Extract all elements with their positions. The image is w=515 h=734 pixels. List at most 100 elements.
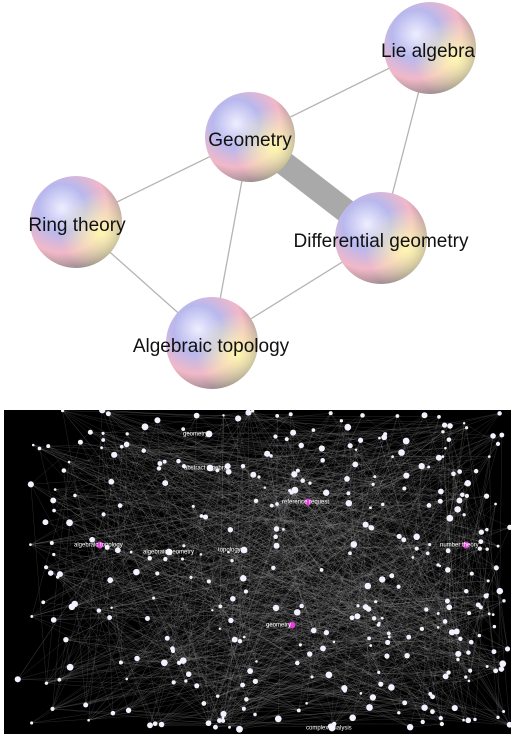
network-node <box>101 438 106 442</box>
network-node-label: · <box>433 542 434 546</box>
network-hub-5[interactable]: algebraic geometry <box>143 548 194 556</box>
network-edge <box>188 415 197 675</box>
network-node <box>104 544 110 550</box>
network-hub-4[interactable]: algebraic topology <box>74 541 123 549</box>
network-node <box>378 436 381 440</box>
network-hub-7[interactable]: geometry <box>266 621 296 629</box>
network-hub-1[interactable]: abstract algebra <box>184 464 228 472</box>
network-edge <box>350 445 494 615</box>
network-node <box>50 617 57 623</box>
network-edge <box>228 416 440 472</box>
network-edge <box>161 655 408 725</box>
network-edge <box>53 510 93 540</box>
network-edge <box>53 554 392 576</box>
network-edge <box>164 461 174 652</box>
network-node <box>380 616 384 620</box>
network-edge <box>228 552 353 618</box>
network-edge <box>292 432 298 663</box>
network-edge <box>297 501 441 664</box>
network-node <box>420 719 425 725</box>
network-edge <box>229 672 449 728</box>
network-node <box>466 650 471 655</box>
network-edge <box>255 500 375 619</box>
network-edge <box>223 415 324 650</box>
network-edge <box>48 445 356 465</box>
network-edge <box>232 560 381 685</box>
network-edge <box>137 573 472 659</box>
network-edge <box>128 478 348 711</box>
network-node-label: · <box>114 479 115 483</box>
network-edge <box>103 514 381 685</box>
network-edge <box>190 577 469 681</box>
network-node <box>469 571 474 576</box>
network-hub-2[interactable]: reference request <box>282 498 329 506</box>
network-node <box>406 723 414 731</box>
network-edge <box>277 415 489 582</box>
network-node-label: · <box>33 542 34 546</box>
network-edge <box>300 631 457 646</box>
network-edge <box>203 703 510 725</box>
network-edge <box>439 427 467 566</box>
network-node <box>495 441 501 446</box>
network-hub-8[interactable]: complex analysis <box>306 724 352 732</box>
network-node <box>162 480 169 487</box>
network-node-label: · <box>391 640 392 644</box>
network-node-label: · <box>226 716 227 720</box>
network-node <box>442 619 448 624</box>
network-edge <box>487 503 496 550</box>
node-lie[interactable]: Lie algebra <box>381 2 476 94</box>
network-node <box>307 651 313 657</box>
network-edge <box>33 444 383 619</box>
network-node <box>240 463 246 469</box>
network-node-label: · <box>453 516 454 520</box>
network-node <box>221 716 225 720</box>
network-edge <box>248 412 499 547</box>
network-edge <box>246 699 299 711</box>
network-edge <box>126 444 233 599</box>
network-edge <box>111 500 460 608</box>
network-edge <box>46 628 220 684</box>
network-edge <box>70 598 233 668</box>
node-geometry[interactable]: Geometry <box>205 92 295 182</box>
network-node-label: · <box>448 619 449 623</box>
network-edge <box>369 621 446 708</box>
graph-nodes: Geometry Lie algebra Ring theory Differenti… <box>28 2 476 389</box>
network-edge <box>52 681 186 710</box>
network-node <box>275 502 279 506</box>
network-hub-6[interactable]: topology <box>218 546 248 554</box>
network-node-label: · <box>344 419 345 423</box>
network-edge <box>228 471 448 571</box>
network-node-label: · <box>490 664 491 668</box>
network-node <box>421 412 428 419</box>
network-edge <box>489 456 494 615</box>
network-node <box>364 582 372 590</box>
network-edge <box>157 420 379 673</box>
network-edge <box>370 466 429 508</box>
network-node <box>467 679 471 683</box>
node-diff[interactable]: Differential geometry <box>294 192 469 284</box>
network-hub-0[interactable]: geometry <box>183 430 213 438</box>
network-edge <box>309 653 499 718</box>
network-edge <box>46 554 201 684</box>
network-edge <box>98 483 468 611</box>
network-edge <box>258 476 314 631</box>
network-edge <box>252 410 357 450</box>
network-node <box>426 503 432 508</box>
network-node <box>230 596 236 602</box>
network-node <box>154 417 161 424</box>
network-hub-3[interactable]: number theory <box>440 541 479 549</box>
network-edge <box>159 463 466 678</box>
network-node <box>447 423 453 429</box>
network-node-label: · <box>150 616 151 620</box>
network-node-label: · <box>177 680 178 684</box>
network-node <box>290 429 297 436</box>
network-node <box>237 639 243 644</box>
node-ring[interactable]: Ring theory <box>28 176 126 268</box>
network-node-label: · <box>470 426 471 430</box>
node-topo[interactable]: Algebraic topology <box>133 297 290 389</box>
network-edge <box>369 544 430 708</box>
network-edge <box>126 492 292 680</box>
network-edge <box>267 453 313 677</box>
network-edge <box>59 501 441 680</box>
network-node <box>99 410 106 414</box>
